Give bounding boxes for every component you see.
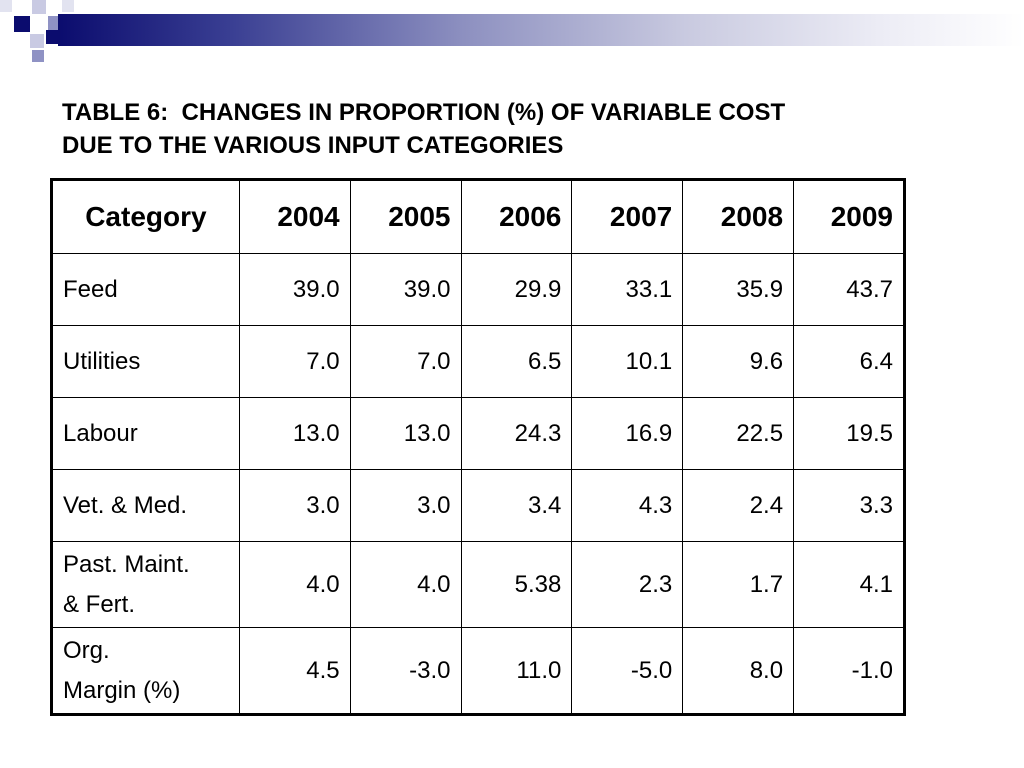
- column-header: 2005: [349, 179, 462, 254]
- table-cell: 22.5: [682, 397, 795, 470]
- table-cell: -1.0: [793, 627, 905, 715]
- table-cell: -3.0: [349, 627, 462, 715]
- table-cell: 4.5: [238, 627, 351, 715]
- table-cell: 43.7: [793, 253, 905, 326]
- column-header: 2004: [238, 179, 351, 254]
- decor-square: [14, 16, 30, 32]
- table-cell: 4.1: [793, 541, 905, 628]
- column-header: Category: [51, 179, 240, 254]
- table-cell: 3.3: [793, 469, 905, 542]
- table-row: Labour 13.0 13.0 24.3 16.9 22.5 19.5: [51, 397, 905, 470]
- row-category: Utilities: [51, 325, 240, 398]
- table-cell: 3.0: [238, 469, 351, 542]
- table-cell: 1.7: [682, 541, 795, 628]
- header-decoration: [0, 0, 1024, 64]
- table-cell: 6.5: [460, 325, 573, 398]
- decor-square: [46, 30, 60, 44]
- column-header: 2009: [793, 179, 905, 254]
- table-cell: 39.0: [349, 253, 462, 326]
- table-cell: 9.6: [682, 325, 795, 398]
- table-cell: 6.4: [793, 325, 905, 398]
- decor-square: [30, 34, 44, 48]
- header-gradient-bar: [58, 14, 1024, 46]
- decor-square: [48, 16, 58, 30]
- table-row: Org. Margin (%) 4.5 -3.0 11.0 -5.0 8.0 -…: [51, 627, 905, 715]
- table-cell: 19.5: [793, 397, 905, 470]
- row-category: Org. Margin (%): [51, 627, 240, 715]
- table-cell: -5.0: [571, 627, 684, 715]
- table-cell: 35.9: [682, 253, 795, 326]
- table-cell: 29.9: [460, 253, 573, 326]
- row-category-line: Past. Maint.: [63, 550, 190, 578]
- table-cell: 4.3: [571, 469, 684, 542]
- table-cell: 2.3: [571, 541, 684, 628]
- table-cell: 24.3: [460, 397, 573, 470]
- title-line-1: TABLE 6: CHANGES IN PROPORTION (%) OF VA…: [62, 99, 786, 126]
- table-row: Utilities 7.0 7.0 6.5 10.1 9.6 6.4: [51, 325, 905, 398]
- table-cell: 13.0: [238, 397, 351, 470]
- row-category: Feed: [51, 253, 240, 326]
- row-category: Labour: [51, 397, 240, 470]
- table-cell: 7.0: [238, 325, 351, 398]
- table-cell: 13.0: [349, 397, 462, 470]
- decor-square: [0, 0, 12, 12]
- column-header: 2008: [682, 179, 795, 254]
- table-cell: 10.1: [571, 325, 684, 398]
- table-row: Past. Maint. & Fert. 4.0 4.0 5.38 2.3 1.…: [51, 541, 905, 628]
- table-cell: 11.0: [460, 627, 573, 715]
- row-category-line: & Fert.: [63, 590, 136, 618]
- row-category-line: Margin (%): [63, 676, 181, 704]
- table-cell: 4.0: [238, 541, 351, 628]
- table-row: Feed 39.0 39.0 29.9 33.1 35.9 43.7: [51, 253, 905, 326]
- table-cell: 3.4: [460, 469, 573, 542]
- table-cell: 33.1: [571, 253, 684, 326]
- column-header: 2006: [460, 179, 573, 254]
- decor-square: [32, 0, 46, 14]
- decor-square: [62, 0, 74, 12]
- table-cell: 39.0: [238, 253, 351, 326]
- slide-title: TABLE 6: CHANGES IN PROPORTION (%) OF VA…: [62, 96, 942, 162]
- row-category: Past. Maint. & Fert.: [51, 541, 240, 628]
- table-header-row: Category 2004 2005 2006 2007 2008 2009: [51, 179, 905, 254]
- row-category: Vet. & Med.: [51, 469, 240, 542]
- table-cell: 4.0: [349, 541, 462, 628]
- table-cell: 3.0: [349, 469, 462, 542]
- column-header: 2007: [571, 179, 684, 254]
- title-line-2: DUE TO THE VARIOUS INPUT CATEGORIES: [62, 132, 564, 159]
- table-cell: 8.0: [682, 627, 795, 715]
- table-cell: 7.0: [349, 325, 462, 398]
- row-category-line: Org.: [63, 636, 110, 664]
- decor-square: [32, 50, 44, 62]
- cost-proportion-table: Category 2004 2005 2006 2007 2008 2009 F…: [50, 178, 906, 716]
- table-cell: 5.38: [460, 541, 573, 628]
- table-cell: 2.4: [682, 469, 795, 542]
- table-row: Vet. & Med. 3.0 3.0 3.4 4.3 2.4 3.3: [51, 469, 905, 542]
- table-cell: 16.9: [571, 397, 684, 470]
